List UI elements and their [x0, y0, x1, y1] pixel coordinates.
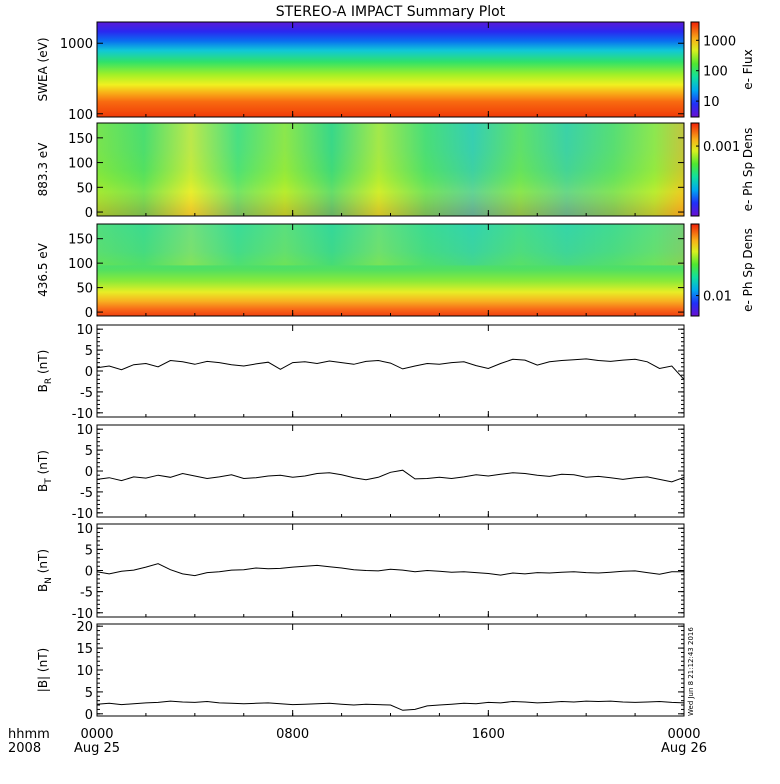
- y-tick-label: 100: [68, 157, 93, 172]
- spectrogram-panel-pad883: 150 100 50 0 883.3 eV 0.001 e- Ph Sp Dens: [36, 122, 755, 221]
- y-tick-label: 0: [85, 365, 93, 380]
- spectrogram-overlay: [97, 123, 684, 216]
- colorbar-tick-label: 0.001: [703, 140, 740, 155]
- y-tick-label: 10: [76, 522, 93, 537]
- y-tick-label: 5: [85, 344, 93, 359]
- colorbar-tick-label: 1000: [703, 34, 736, 49]
- y-axis-label-unit: (nT): [36, 450, 50, 478]
- y-axis-label-main: B: [36, 584, 50, 592]
- y-tick-label: 150: [68, 132, 93, 147]
- y-tick-label: 5: [85, 444, 93, 459]
- y-tick-label: 150: [68, 233, 93, 248]
- y-tick-label: 50: [76, 282, 93, 297]
- line-panel-bt: 10 5 0 -5 -10 BT (nT): [36, 423, 685, 522]
- y-axis-label-main: |B| (nT): [36, 648, 50, 692]
- y-tick-label: 100: [68, 257, 93, 272]
- y-tick-label: 0: [85, 306, 93, 321]
- y-tick-label: 1000: [60, 37, 93, 52]
- y-axis-label-unit: (nT): [36, 350, 50, 378]
- series-line-br: [96, 358, 685, 380]
- y-tick-label: 0: [85, 206, 93, 221]
- y-axis-label: SWEA (eV): [36, 37, 50, 101]
- y-tick-label: 10: [76, 664, 93, 679]
- x-tick-date-label: Aug 26: [661, 741, 707, 756]
- y-tick-label: 50: [76, 181, 93, 196]
- colorbar: [690, 223, 700, 317]
- spectrogram-overlay: [97, 224, 684, 266]
- spectrogram-image: [97, 22, 684, 117]
- y-axis-label: 436.5 eV: [36, 242, 50, 297]
- x-tick-label: 0000: [80, 727, 113, 742]
- x-tick-date-label: Aug 25: [74, 741, 120, 756]
- y-tick-label: 0: [85, 465, 93, 480]
- y-tick-label: 100: [68, 108, 93, 123]
- line-panel-bmag: 20 15 10 5 0 |B| (nT): [36, 620, 685, 723]
- colorbar-tick-label: 0.01: [703, 290, 732, 305]
- x-axis-label-hhmm: hhmm: [8, 727, 50, 742]
- colorbar-label: e- Flux: [741, 49, 755, 89]
- colorbar-label: e- Ph Sp Dens: [741, 228, 755, 312]
- y-axis-label-main: B: [36, 384, 50, 392]
- y-tick-label: 0: [85, 565, 93, 580]
- y-tick-label: 15: [76, 642, 93, 657]
- y-axis-label: BT (nT): [36, 450, 54, 492]
- colorbar-tick-label: 100: [703, 65, 728, 80]
- y-tick-label: -10: [72, 607, 93, 622]
- y-axis-label-main: B: [36, 484, 50, 492]
- line-panel-br: 10 5 0 -5 -10 BR (nT): [36, 323, 685, 422]
- y-axis-label-sub: R: [44, 378, 54, 384]
- y-tick-label: -10: [72, 507, 93, 522]
- x-axis-label-year: 2008: [8, 741, 41, 756]
- y-tick-label: -5: [80, 586, 93, 601]
- series-line-bn: [96, 563, 684, 577]
- y-tick-label: 5: [85, 686, 93, 701]
- y-tick-label: 20: [76, 620, 93, 635]
- y-tick-label: -5: [80, 386, 93, 401]
- panel-frame: [96, 324, 685, 418]
- y-tick-label: 5: [85, 543, 93, 558]
- y-axis-label: |B| (nT): [36, 648, 50, 692]
- y-tick-label: 10: [76, 323, 93, 338]
- x-tick-label: 0800: [276, 727, 309, 742]
- panel-frame: [96, 424, 685, 518]
- colorbar-label: e- Ph Sp Dens: [741, 128, 755, 212]
- y-axis-label: BR (nT): [36, 350, 54, 393]
- colorbar-tick-label: 10: [703, 95, 720, 110]
- y-tick-label: -5: [80, 486, 93, 501]
- line-panel-bn: 10 5 0 -5 -10 BN (nT): [36, 522, 685, 622]
- spectrogram-panel-pad436: 150 100 50 0 436.5 eV 0.01 e- Ph Sp Dens: [36, 223, 755, 321]
- spectrogram-panel-swea: 1000 100 SWEA (eV) 1000 100 10 e- Flux: [36, 21, 755, 123]
- series-line-bt: [96, 469, 685, 483]
- x-tick-label: 1600: [472, 727, 505, 742]
- x-tick-label: 0000: [667, 727, 700, 742]
- y-tick-label: -10: [72, 407, 93, 422]
- y-axis-label-sub: T: [44, 478, 54, 485]
- y-axis-label: BN (nT): [36, 549, 54, 592]
- colorbar: [690, 122, 700, 217]
- y-tick-label: 10: [76, 423, 93, 438]
- colorbar: [690, 21, 700, 118]
- y-axis-label: 883.3 eV: [36, 142, 50, 197]
- y-axis-label-unit: (nT): [36, 549, 50, 577]
- series-line-bmag: [96, 700, 685, 711]
- y-axis-label-sub: N: [44, 577, 54, 584]
- panel-frame: [96, 523, 685, 618]
- generation-timestamp: Wed Jun 8 21:12:43 2016: [687, 627, 695, 716]
- chart-title: STEREO-A IMPACT Summary Plot: [276, 4, 506, 20]
- y-tick-label: 0: [85, 708, 93, 723]
